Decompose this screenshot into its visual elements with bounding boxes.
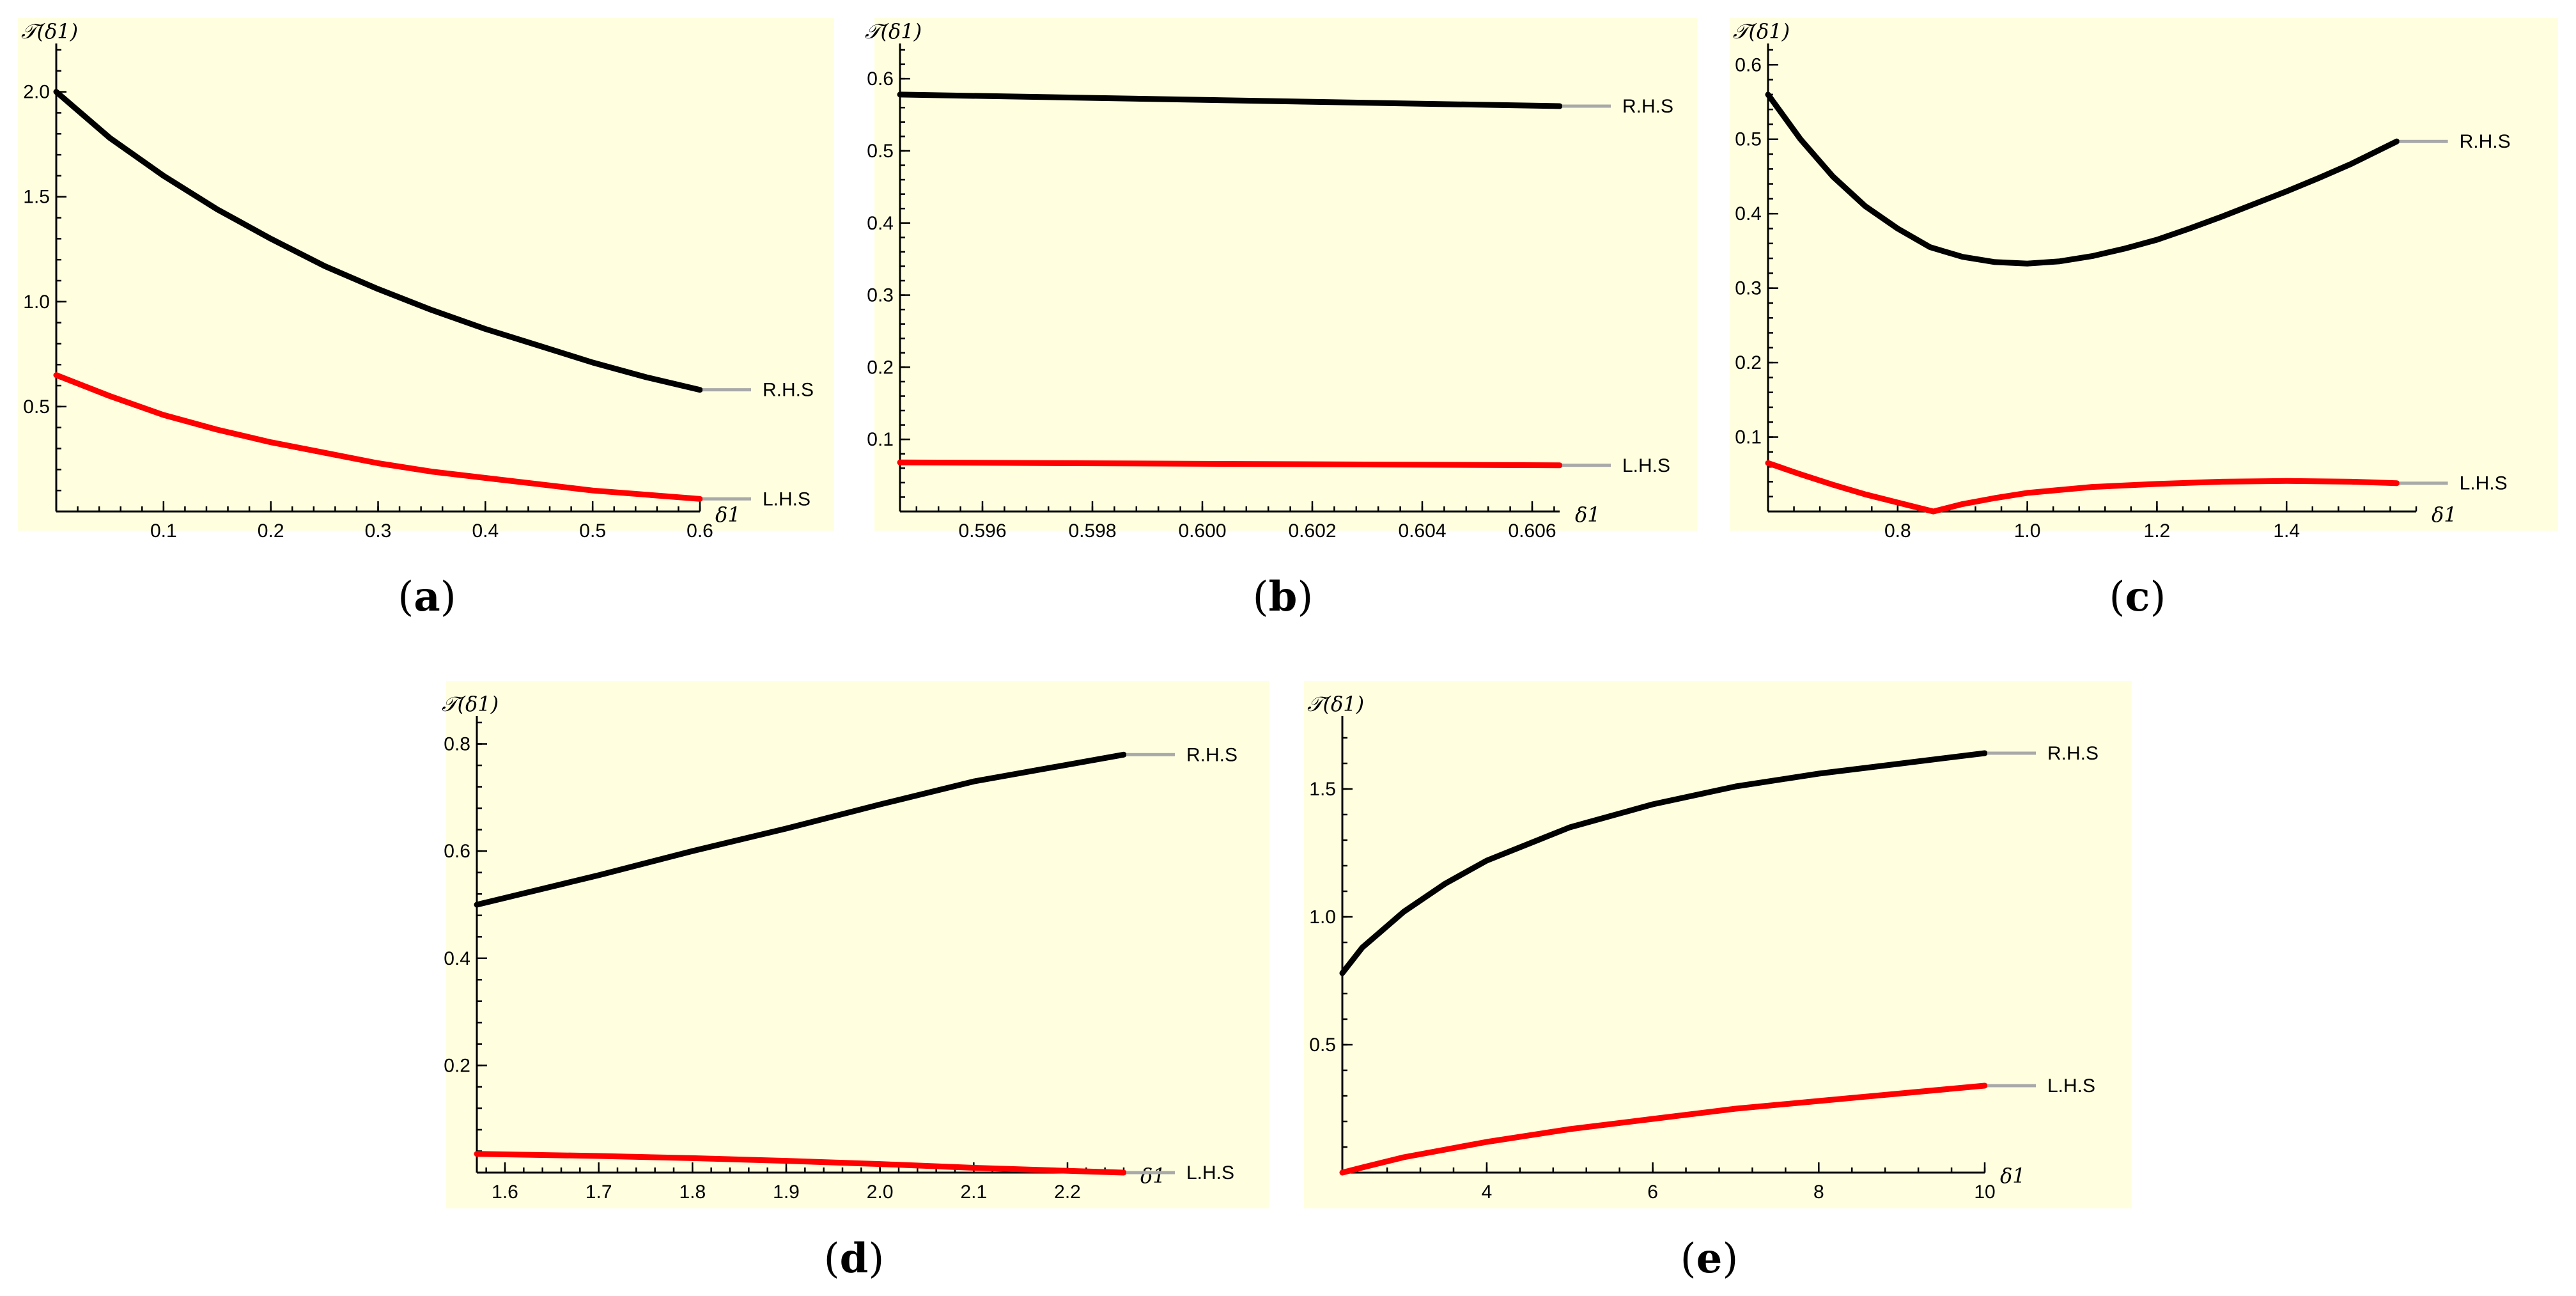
y-tick-label: 1.0 [1309, 907, 1336, 928]
y-tick-label: 0.5 [1309, 1034, 1336, 1056]
legend-label-rhs: R.H.S [1186, 744, 1238, 765]
panel-caption: (c) [2109, 573, 2166, 621]
y-tick-label: 0.6 [444, 841, 470, 862]
x-tick-label: 6 [1647, 1182, 1658, 1203]
x-tick-label: 0.3 [365, 520, 392, 542]
panel-caption: (e) [1680, 1235, 1739, 1283]
x-axis-label: δ1 [1140, 1164, 1166, 1188]
y-tick-label: 1.5 [23, 187, 50, 208]
chart-d: 1.6 1.7 1.8 1.9 2.0 2.1 2.2 0.2 0.4 0.6 0.8 𝒯(δ1) δ1… [442, 681, 1269, 1283]
series-lhs-line [53, 372, 703, 502]
x-tick-label: 2.1 [960, 1182, 987, 1203]
x-tick-label: 2.2 [1054, 1182, 1081, 1203]
x-tick-label: 1.8 [679, 1182, 706, 1203]
x-tick-label: 4 [1482, 1182, 1493, 1203]
series-rhs-line [1765, 91, 2400, 267]
y-tick-label: 0.4 [1735, 203, 1762, 224]
y-tick-label: 0.5 [1735, 129, 1762, 150]
x-tick-label: 1.9 [773, 1182, 800, 1203]
series-rhs-line [1339, 750, 1988, 976]
legend-label-lhs: L.H.S [1186, 1162, 1234, 1183]
series-lhs-line [897, 459, 1563, 469]
y-axis-label: 𝒯(δ1) [1733, 19, 1790, 43]
series-rhs-line [897, 91, 1563, 109]
chart-c: 0.8 1.0 1.2 1.4 0.1 0.2 0.3 0.4 0.5 0.6 𝒯(δ1) δ1 R.H… [1730, 18, 2558, 621]
x-tick-label: 0.606 [1508, 520, 1556, 542]
x-tick-label: 0.1 [150, 520, 177, 542]
x-tick-label: 0.6 [687, 520, 713, 542]
y-tick-label: 0.3 [867, 285, 894, 306]
series-rhs-line [53, 89, 703, 393]
y-tick-label: 0.4 [867, 213, 894, 234]
x-axis-label: δ1 [1575, 503, 1601, 527]
series-lhs-line [1765, 460, 2400, 515]
x-tick-label: 1.7 [586, 1182, 612, 1203]
y-tick-label: 0.3 [1735, 278, 1762, 299]
y-axis-label: 𝒯(δ1) [865, 19, 922, 43]
x-tick-label: 0.4 [472, 520, 499, 542]
y-tick-label: 2.0 [23, 82, 50, 103]
x-tick-label: 0.596 [958, 520, 1006, 542]
x-axis-label: δ1 [2000, 1164, 2026, 1188]
y-axis-label: 𝒯(δ1) [21, 19, 78, 43]
series-rhs-line [474, 751, 1127, 908]
x-tick-label: 8 [1813, 1182, 1824, 1203]
x-tick-label: 0.602 [1288, 520, 1336, 542]
x-tick-label: 0.5 [579, 520, 606, 542]
y-tick-label: 1.0 [23, 292, 50, 313]
legend-label-rhs: R.H.S [1622, 96, 1673, 117]
legend-label-rhs: R.H.S [763, 380, 814, 401]
x-tick-label: 1.0 [2014, 520, 2041, 542]
x-axis-label: δ1 [715, 503, 741, 527]
panel-background [1304, 681, 2132, 1208]
x-axis-label: δ1 [2432, 503, 2457, 527]
y-tick-label: 0.2 [1735, 352, 1762, 373]
y-tick-label: 0.1 [1735, 427, 1762, 448]
panel-caption: (b) [1253, 573, 1314, 621]
legend-label-lhs: L.H.S [763, 488, 811, 510]
y-tick-label: 0.2 [867, 357, 894, 378]
y-tick-label: 0.5 [23, 396, 50, 418]
panel-caption: (a) [398, 573, 456, 621]
x-tick-label: 0.600 [1178, 520, 1226, 542]
chart-e: 4 6 8 10 0.5 1.0 1.5 𝒯(δ1) δ1 R.H.S L.H.S (e) [1304, 681, 2132, 1283]
x-tick-label: 1.6 [492, 1182, 518, 1203]
panel-caption: (d) [824, 1235, 885, 1283]
y-axis-label: 𝒯(δ1) [442, 692, 499, 716]
y-tick-label: 0.8 [444, 734, 470, 755]
legend-label-rhs: R.H.S [2047, 743, 2099, 764]
x-tick-label: 10 [1974, 1182, 1995, 1203]
legend-label-lhs: L.H.S [2460, 473, 2508, 494]
y-tick-label: 0.5 [867, 141, 894, 162]
x-tick-label: 0.598 [1068, 520, 1116, 542]
panel-background [446, 681, 1269, 1208]
x-tick-label: 0.604 [1398, 520, 1446, 542]
y-tick-label: 0.4 [444, 948, 470, 969]
x-tick-label: 1.2 [2144, 520, 2171, 542]
y-tick-label: 1.5 [1309, 779, 1336, 800]
legend-label-lhs: L.H.S [2047, 1075, 2095, 1097]
y-axis-label: 𝒯(δ1) [1307, 692, 1364, 716]
series-lhs-line [474, 1151, 1127, 1176]
y-tick-label: 0.2 [444, 1055, 470, 1076]
series-lhs-line [1339, 1082, 1988, 1176]
legend-label-rhs: R.H.S [2460, 131, 2511, 152]
panel-background [18, 18, 834, 531]
x-tick-label: 0.2 [258, 520, 284, 542]
y-tick-label: 0.1 [867, 429, 894, 450]
x-tick-label: 1.4 [2273, 520, 2300, 542]
y-tick-label: 0.6 [867, 68, 894, 90]
x-tick-label: 0.8 [1884, 520, 1911, 542]
panel-background [1730, 18, 2558, 531]
chart-a: 0.1 0.2 0.3 0.4 0.5 0.6 0.5 1.0 1.5 2.0 𝒯(δ1) δ1 R.H… [18, 18, 834, 621]
legend-label-lhs: L.H.S [1622, 455, 1670, 476]
chart-b: 0.596 0.598 0.600 0.602 0.604 0.606 0.1 0.2 0.3 0… [865, 18, 1697, 621]
x-tick-label: 2.0 [867, 1182, 894, 1203]
y-tick-label: 0.6 [1735, 54, 1762, 75]
